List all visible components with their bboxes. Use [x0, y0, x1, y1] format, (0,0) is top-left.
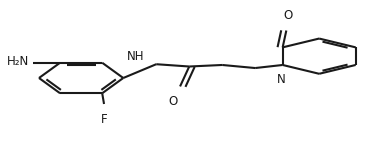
Text: O: O	[283, 9, 293, 22]
Text: N: N	[276, 73, 285, 86]
Text: O: O	[168, 95, 177, 108]
Text: F: F	[101, 113, 108, 126]
Text: NH: NH	[127, 50, 145, 63]
Text: H₂N: H₂N	[7, 56, 29, 68]
